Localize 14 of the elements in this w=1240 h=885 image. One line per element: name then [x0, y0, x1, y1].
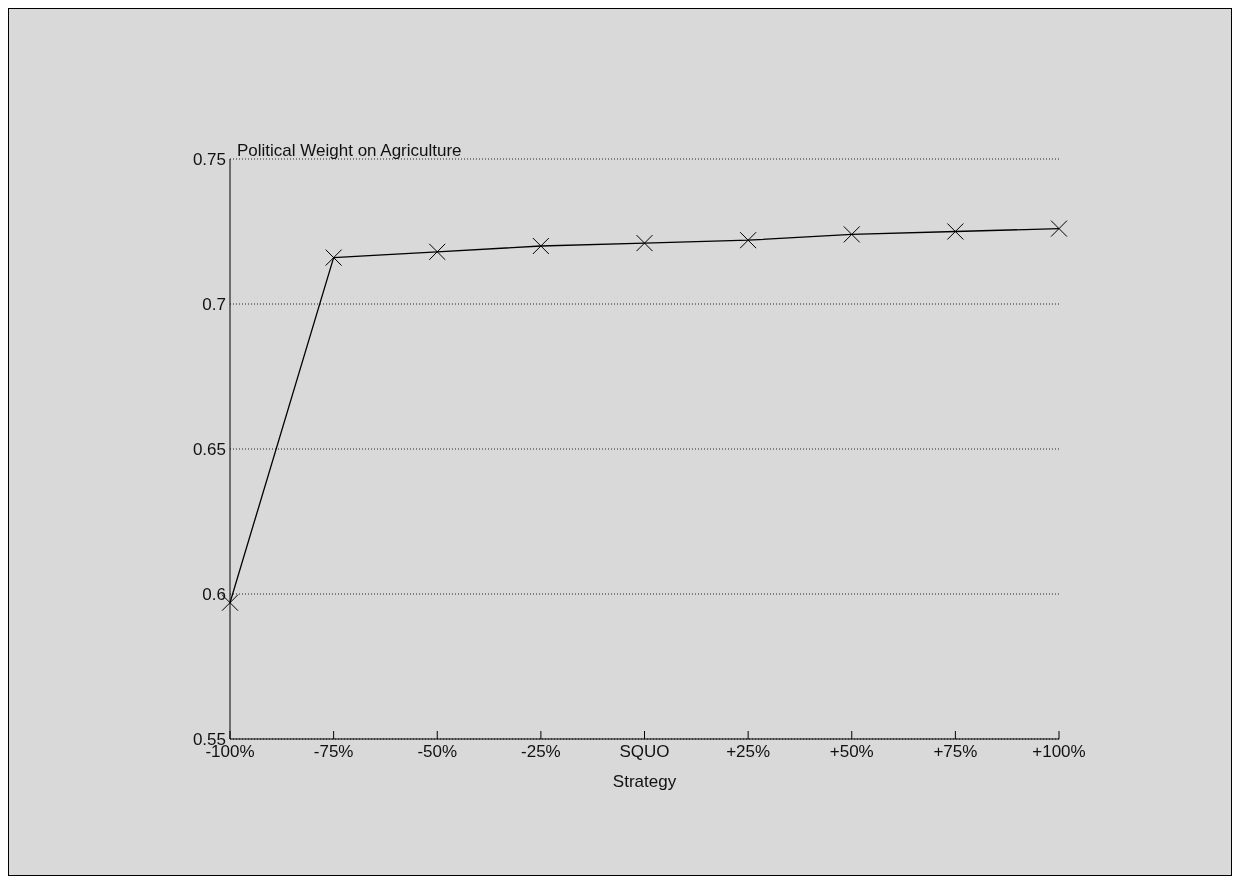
y-tick-label: 0.6 — [202, 585, 226, 605]
chart-title: Political Weight on Agriculture — [237, 141, 462, 161]
x-tick-label: +25% — [726, 742, 771, 762]
y-tick-label: 0.65 — [192, 440, 226, 460]
y-tick-label: 0.7 — [202, 295, 226, 315]
x-tick-label: +100% — [1032, 742, 1086, 762]
x-axis-title: Strategy — [612, 772, 677, 791]
x-tick-label: +50% — [829, 742, 874, 762]
x-tick-label: -50% — [417, 742, 458, 762]
x-tick-label: -75% — [313, 742, 354, 762]
x-tick-label: SQUO — [619, 742, 670, 762]
x-tick-label: -25% — [521, 742, 561, 762]
y-tick-label: 0.75 — [192, 150, 226, 170]
x-tick-label: +75% — [933, 742, 978, 762]
